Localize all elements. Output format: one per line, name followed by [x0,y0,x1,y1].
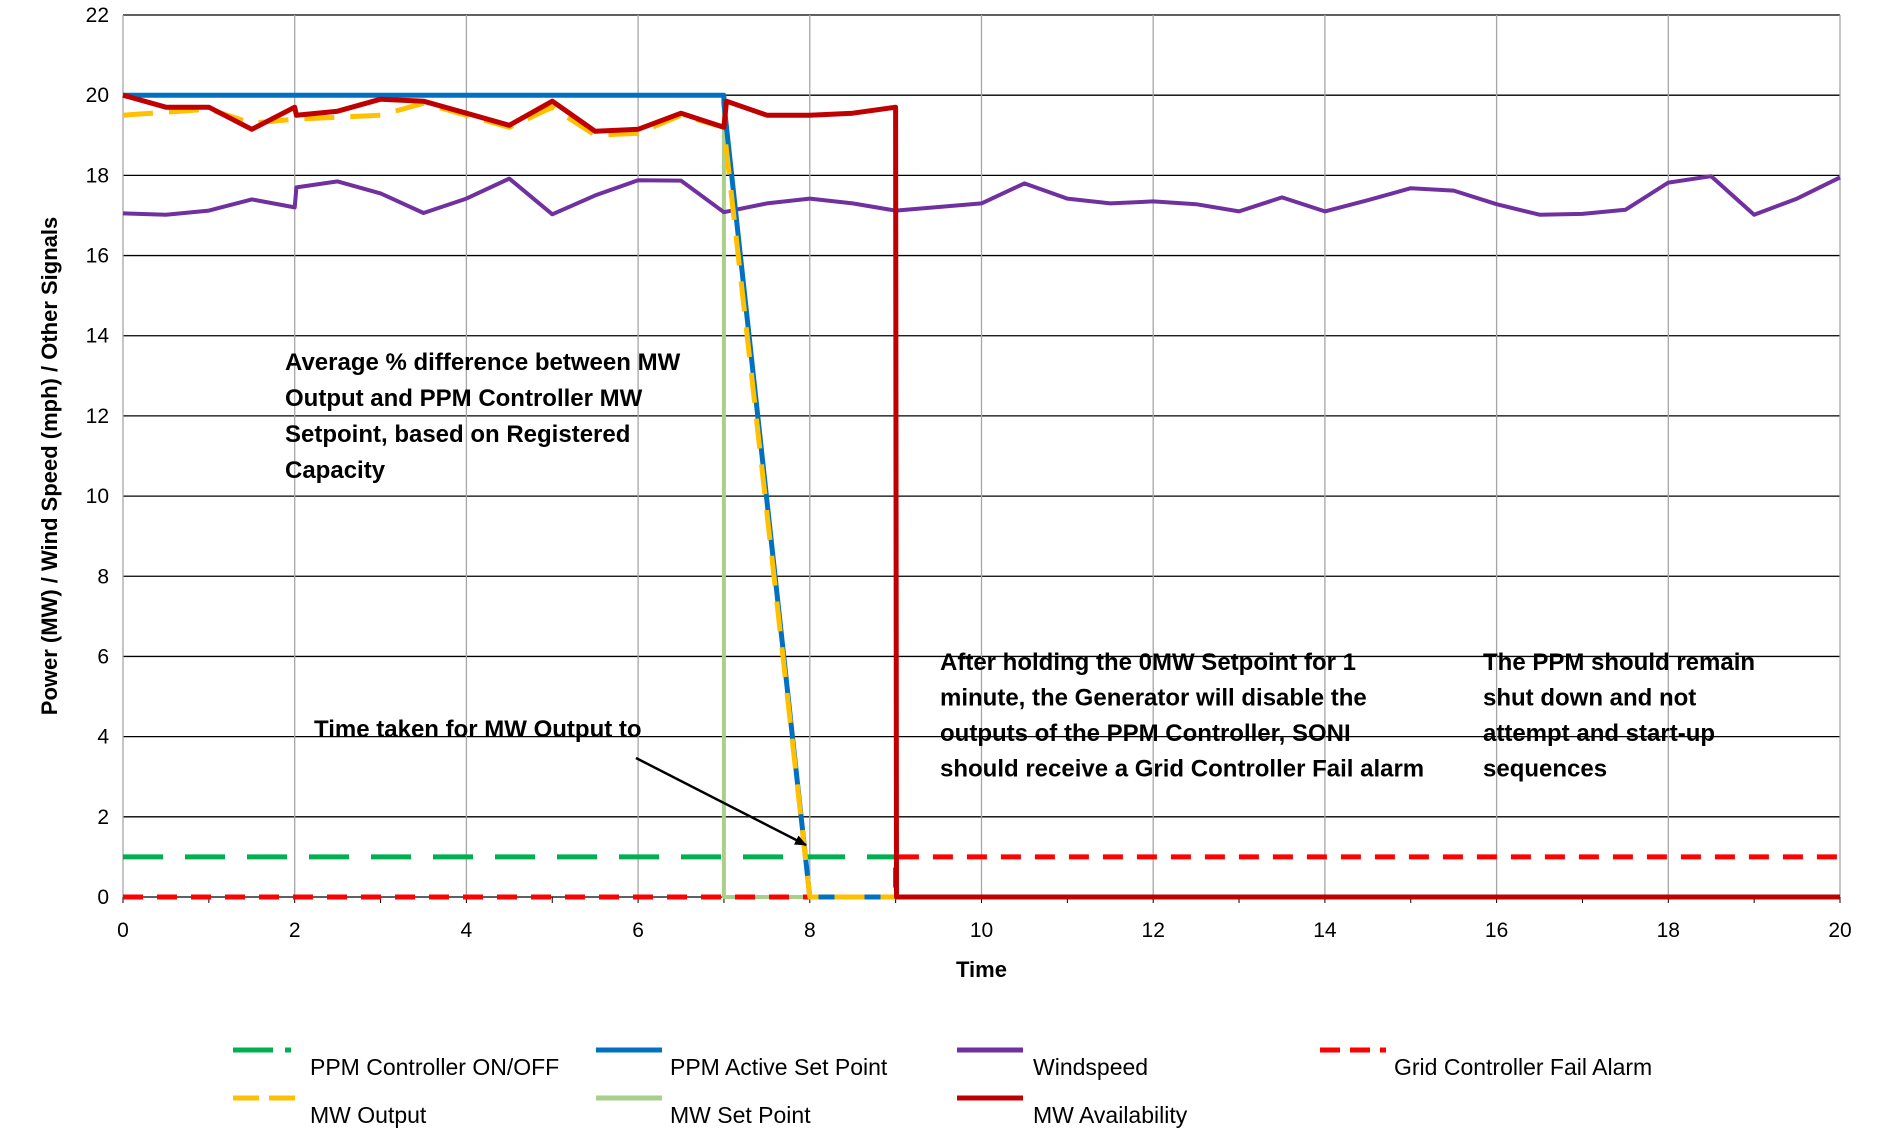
legend-label-mw-availability: MW Availability [1033,1102,1188,1128]
y-tick-label: 20 [86,84,109,107]
y-tick-label: 16 [86,245,109,268]
annotation-line: Output and PPM Controller MW [285,385,643,412]
annotation-line: Setpoint, based on Registered [285,421,630,448]
annotation-time-taken: Time taken for MW Output to [314,716,642,743]
x-tick-label: 12 [1142,919,1165,942]
annotations: Average % difference between MW Output an… [285,349,1755,783]
annotation-line: Capacity [285,457,386,484]
y-tick-label: 4 [97,726,109,749]
legend-label-ppm-controller-on-off: PPM Controller ON/OFF [310,1054,559,1080]
annotation-line: attempt and start-up [1483,720,1715,747]
series-layer [122,92,1841,900]
x-tick-label: 0 [117,919,129,942]
y-axis-title: Power (MW) / Wind Speed (mph) / Other Si… [37,217,62,715]
legend-label-ppm-active-set-point: PPM Active Set Point [670,1054,888,1080]
legend: PPM Controller ON/OFF PPM Active Set Poin… [233,1047,1652,1128]
x-tick-label: 20 [1828,919,1851,942]
series-line-windspeed [122,174,1841,217]
arrow [635,756,807,847]
annotation-avg-diff: Average % difference between MW Output an… [285,349,681,484]
tick-labels: 0 2 4 6 8 10 12 14 16 18 20 22 0 2 4 6 8 10 12 14 16 18 20 [86,4,1852,942]
annotation-line: Time taken for MW Output to [314,716,642,743]
x-tick-label: 18 [1657,919,1680,942]
legend-label-windspeed: Windspeed [1033,1054,1148,1080]
x-tick-label: 4 [461,919,473,942]
legend-label-mw-output: MW Output [310,1102,427,1128]
x-tick-label: 10 [970,919,993,942]
x-axis-title: Time [956,957,1007,982]
series-line-mw-availability [122,92,1840,900]
legend-label-mw-set-point: MW Set Point [670,1102,811,1128]
y-tick-label: 0 [97,886,109,909]
x-tick-label: 2 [289,919,301,942]
annotation-line: Average % difference between MW [285,349,681,376]
annotation-after-holding: After holding the 0MW Setpoint for 1 minu… [940,649,1424,783]
y-tick-label: 12 [86,405,109,428]
y-tick-label: 14 [86,325,110,348]
y-tick-label: 6 [97,645,109,668]
y-tick-label: 8 [97,565,109,588]
y-tick-label: 10 [86,485,109,508]
annotation-line: minute, the Generator will disable the [940,685,1367,712]
annotation-line: The PPM should remain [1483,649,1755,676]
y-tick-label: 18 [86,164,109,187]
x-tick-label: 14 [1313,919,1337,942]
x-tick-label: 16 [1485,919,1508,942]
x-tick-label: 6 [632,919,644,942]
annotation-ppm-remain: The PPM should remain shut down and not at… [1483,649,1755,783]
y-tick-label: 22 [86,4,109,27]
annotation-line: outputs of the PPM Controller, SONI [940,720,1351,747]
annotation-line: should receive a Grid Controller Fail al… [940,756,1424,783]
legend-label-grid-controller-fail-alarm: Grid Controller Fail Alarm [1394,1054,1652,1080]
series-line-mw-output [122,100,896,900]
annotation-line: shut down and not [1483,685,1696,712]
annotation-arrow [635,756,807,847]
annotation-line: After holding the 0MW Setpoint for 1 [940,649,1356,676]
y-tick-label: 2 [97,806,109,829]
annotation-line: sequences [1483,756,1607,783]
x-tick-label: 8 [804,919,816,942]
